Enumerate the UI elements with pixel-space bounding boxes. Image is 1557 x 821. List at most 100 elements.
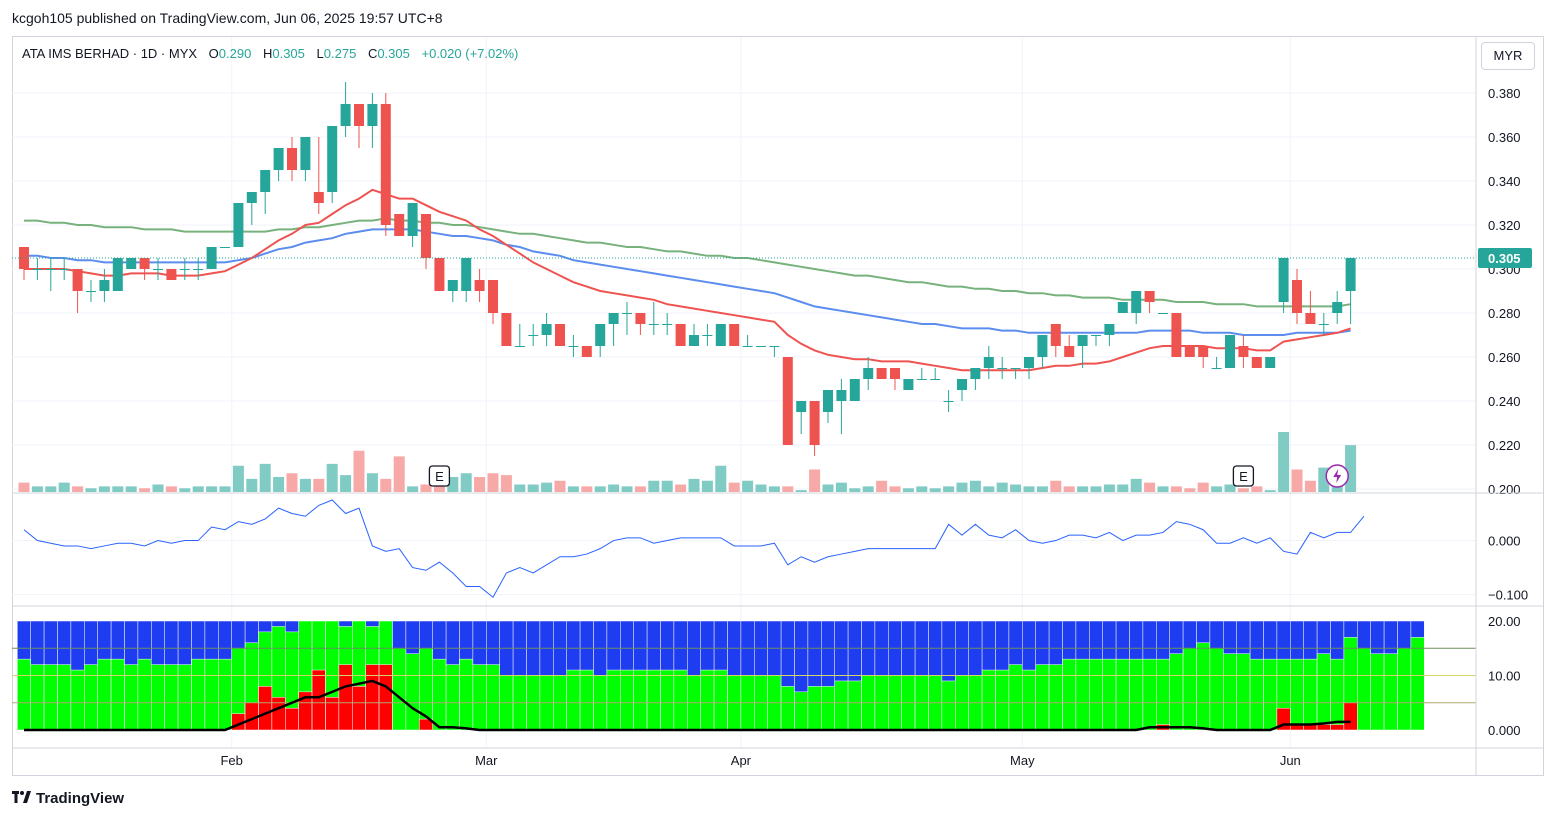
- volume-bar: [1144, 482, 1156, 492]
- volume-bar: [1291, 469, 1303, 492]
- stack-green-bar: [110, 658, 125, 731]
- volume-bar: [956, 482, 968, 492]
- volume-bar: [393, 456, 405, 492]
- candle-body: [153, 269, 163, 270]
- candle-body: [313, 192, 324, 203]
- legend-close-label: C: [367, 46, 378, 61]
- candle-body: [1064, 346, 1075, 357]
- stack-green-bar: [70, 669, 85, 731]
- price-tick-label: 0.340: [1488, 174, 1521, 189]
- published-caption: kcgoh105 published on TradingView.com, J…: [12, 10, 443, 26]
- stack-green-bar: [84, 664, 98, 731]
- stacked-indicator-pane: [12, 620, 1476, 732]
- candle-body: [1024, 357, 1034, 368]
- volume-bar: [822, 484, 834, 492]
- volume-bar: [688, 478, 700, 492]
- volume-bar: [98, 486, 110, 492]
- tradingview-logo[interactable]: TradingView: [12, 790, 124, 807]
- volume-bar: [621, 486, 633, 492]
- volume-bar: [45, 486, 57, 492]
- volume-bar: [1010, 484, 1022, 492]
- volume-bar: [500, 475, 512, 492]
- volume-bar: [889, 486, 901, 492]
- candle-body: [823, 390, 833, 412]
- volume-bar: [1251, 486, 1263, 492]
- volume-bar: [259, 463, 271, 492]
- candle-body: [1211, 368, 1222, 369]
- stack-green-bar: [834, 680, 849, 731]
- candle-body: [836, 390, 847, 401]
- stack-green-bar: [1209, 648, 1224, 731]
- lightning-glyph: [1333, 469, 1342, 483]
- candle-body: [1225, 335, 1235, 368]
- candle-body: [622, 313, 632, 314]
- candle-body: [394, 214, 405, 236]
- legend-high-value: 0.305: [272, 46, 305, 61]
- candle-body: [461, 258, 472, 291]
- candle-body: [72, 269, 83, 291]
- candle-body: [890, 368, 900, 379]
- volume-bars: [18, 432, 1357, 492]
- candle-body: [474, 280, 485, 291]
- stack-green-bar: [151, 664, 165, 731]
- volume-bar: [514, 484, 526, 492]
- volume-bar: [326, 463, 338, 492]
- stack-green-bar: [1383, 653, 1398, 731]
- candle-body: [528, 335, 539, 336]
- chart-frame: [12, 36, 1544, 776]
- candle-body: [488, 280, 498, 313]
- stack-green-bar: [606, 669, 621, 731]
- volume-bar: [835, 482, 847, 492]
- volume-bar: [608, 484, 620, 492]
- stack-green-bar: [204, 658, 219, 731]
- volume-bar: [179, 488, 191, 492]
- candle-body: [943, 401, 954, 402]
- stack-green-bar: [1357, 648, 1371, 731]
- volume-bar: [876, 480, 888, 492]
- candle-body: [1077, 335, 1088, 346]
- volume-bar: [1237, 488, 1249, 492]
- volume-bar: [165, 486, 177, 492]
- stack-green-bar: [177, 664, 192, 731]
- candle-body: [112, 258, 123, 291]
- candle-body: [608, 313, 619, 324]
- volume-bar: [1036, 486, 1048, 492]
- volume-bar: [902, 488, 914, 492]
- candle-body: [1238, 346, 1249, 357]
- candle-body: [367, 104, 378, 126]
- osc-tick-label: 0.000: [1488, 534, 1521, 549]
- stack-red-bar: [271, 697, 286, 731]
- candle-body: [1251, 357, 1262, 368]
- volume-bar: [273, 477, 285, 492]
- volume-bar: [313, 478, 325, 492]
- osc-tick-label: −0.100: [1488, 588, 1528, 603]
- legend-open-value: 0.290: [218, 46, 252, 61]
- volume-bar: [18, 482, 30, 492]
- candle-body: [702, 335, 713, 336]
- time-tick-label: Apr: [731, 753, 752, 768]
- stack-green-bar: [807, 686, 822, 731]
- time-tick-label: Feb: [220, 753, 242, 768]
- volume-bar: [1117, 484, 1129, 492]
- currency-button[interactable]: MYR: [1481, 42, 1535, 70]
- candle-body: [434, 258, 445, 291]
- volume-bar: [340, 475, 352, 492]
- stack-green-bar: [1236, 653, 1251, 731]
- volume-bar: [648, 480, 660, 492]
- candle-body: [555, 324, 565, 346]
- price-tick-label: 0.220: [1488, 438, 1521, 453]
- stack-green-bar: [566, 669, 581, 731]
- stack-green-bar: [981, 669, 996, 731]
- tradingview-logo-icon: [12, 790, 32, 807]
- volume-bar: [1224, 484, 1236, 492]
- candle-body: [796, 401, 807, 412]
- stack-green-bar: [1075, 658, 1090, 731]
- volume-bar: [567, 486, 579, 492]
- stack-green-bar: [459, 658, 474, 731]
- volume-bar: [795, 490, 807, 492]
- candle-body: [1318, 324, 1329, 325]
- stack-green-bar: [660, 669, 675, 731]
- candle-body: [689, 335, 699, 346]
- stack-green-bar: [847, 680, 862, 731]
